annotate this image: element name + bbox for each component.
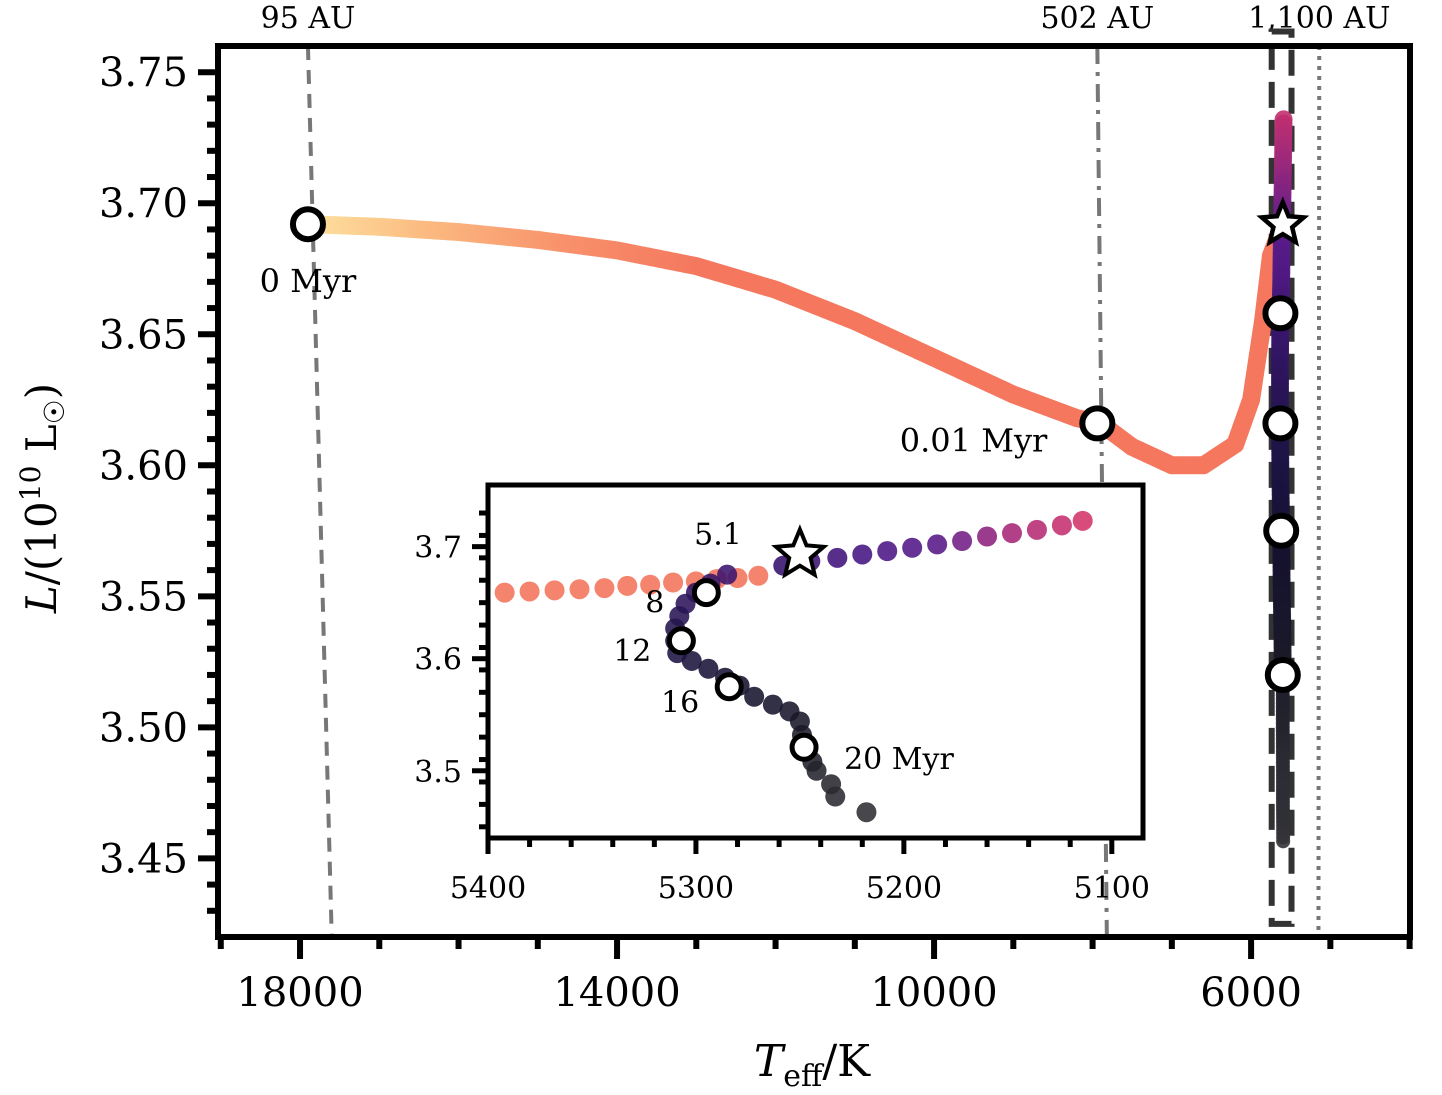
inset-x-tick-label: 5400 xyxy=(450,871,526,906)
inset-track-point xyxy=(663,572,684,593)
y-tick-label: 3.55 xyxy=(99,574,188,620)
age-label: 0.01 Myr xyxy=(900,421,1048,459)
inset-track-point xyxy=(1072,510,1093,531)
inset-track-point xyxy=(617,575,638,596)
age-marker-circle xyxy=(1262,405,1299,442)
inset-y-tick-label: 3.7 xyxy=(414,531,462,566)
inset-track-point xyxy=(494,582,515,603)
inset-age-marker-circle xyxy=(691,578,721,608)
age-marker-star xyxy=(1256,196,1310,247)
inset-y-tick-label: 3.6 xyxy=(414,643,462,678)
age-marker-circle xyxy=(1264,656,1301,693)
inset-x-tick-label: 5100 xyxy=(1074,871,1150,906)
inset-track-point xyxy=(519,581,540,602)
inset-plot: 5.1 8 12 16 20 Myr 3.5 3.6 3.7 5400 5300 5200 5100 xyxy=(414,482,1150,906)
inset-age-label: 20 Myr xyxy=(844,742,954,777)
age-marker-circle xyxy=(1079,405,1116,442)
inset-track-point xyxy=(927,534,948,555)
y-tick-label: 3.75 xyxy=(99,50,188,96)
inset-track-point xyxy=(569,579,590,600)
y-axis-label: L/(1010 L☉) xyxy=(14,383,71,614)
inset-track-point xyxy=(827,547,848,568)
inset-track-point xyxy=(825,786,846,807)
inset-track-point xyxy=(952,531,973,552)
inset-track-point xyxy=(717,564,738,585)
x-tick-label: 6000 xyxy=(1200,970,1302,1016)
inset-track-point xyxy=(594,578,615,599)
reference-line-dashed xyxy=(305,45,334,938)
inset-track-point xyxy=(856,802,877,823)
age-label: 0 Myr xyxy=(260,262,357,300)
inset-track-point xyxy=(806,760,827,781)
inset-age-marker-circle xyxy=(666,626,696,656)
inset-x-tick-label: 5200 xyxy=(866,871,942,906)
reference-line-label: 502 AU xyxy=(1040,1,1154,36)
y-tick-label: 3.50 xyxy=(99,705,188,751)
age-marker-circle xyxy=(1263,512,1300,549)
x-axis-label: Teff/K xyxy=(754,1036,871,1094)
inset-track-point xyxy=(681,650,702,671)
x-tick-label: 14000 xyxy=(553,970,680,1016)
axis-labels: Teff/K L/(1010 L☉) xyxy=(14,383,871,1094)
inset-track-point xyxy=(1002,523,1022,544)
inset-track-point xyxy=(877,541,898,562)
inset-track-point xyxy=(640,574,661,595)
inset-track-point xyxy=(902,537,923,558)
inset-track-point xyxy=(1026,519,1047,540)
inset-track-point xyxy=(1051,515,1072,536)
inset-track-point xyxy=(762,694,783,715)
inset-age-label: 8 xyxy=(645,586,664,621)
inset-age-marker-circle xyxy=(789,732,819,762)
inset-age-label: 5.1 xyxy=(694,517,742,552)
reference-line-dotted xyxy=(1316,45,1322,938)
inset-age-marker-star xyxy=(771,524,829,579)
late-track-point xyxy=(1276,834,1291,849)
y-tick-label: 3.65 xyxy=(99,312,188,358)
inset-background xyxy=(488,485,1143,838)
inset-track-point xyxy=(852,544,873,565)
inset-track-point xyxy=(977,526,998,547)
inset-frame xyxy=(485,482,1146,841)
x-tick-label: 10000 xyxy=(870,970,997,1016)
y-tick-label: 3.45 xyxy=(99,836,188,882)
inset-y-tick-label: 3.5 xyxy=(414,755,462,790)
inset-track-point xyxy=(744,686,765,707)
inset-track-point xyxy=(748,565,769,586)
inset-age-label: 12 xyxy=(613,634,651,669)
age-marker-circle xyxy=(1262,295,1299,332)
reference-line-label: 95 AU xyxy=(261,1,356,36)
inset-track-point xyxy=(698,658,719,679)
inset-age-marker-circle xyxy=(714,672,744,702)
inset-track-point xyxy=(544,580,565,601)
x-tick-label: 18000 xyxy=(236,970,363,1016)
y-tick-label: 3.70 xyxy=(99,181,188,227)
inset-age-label: 16 xyxy=(661,686,699,721)
age-marker-circle xyxy=(289,206,326,243)
y-tick-label: 3.60 xyxy=(99,443,188,489)
inset-x-tick-label: 5300 xyxy=(658,871,734,906)
